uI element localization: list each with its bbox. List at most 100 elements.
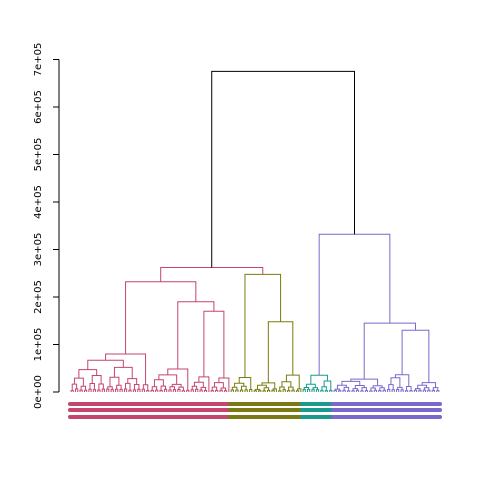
y-tick-label: 6e+05 (33, 90, 44, 124)
dendrogram-link (325, 391, 327, 392)
dendrogram-link (116, 389, 118, 392)
dendrogram-link (224, 391, 226, 392)
dendrogram-link (339, 391, 341, 392)
y-tick-label: 5e+05 (33, 138, 44, 172)
y-tick-label: 1e+05 (33, 328, 44, 362)
dendrogram-link (74, 378, 83, 386)
dendrogram-link (279, 391, 281, 392)
y-tick-label: 0e+00 (33, 375, 44, 409)
dendrogram-link (111, 390, 113, 392)
dendrogram-link (173, 390, 175, 392)
dendrogram-link (138, 389, 140, 392)
dendrogram-link (160, 390, 162, 392)
dendrogram-link (90, 384, 94, 390)
dendrogram-link (84, 390, 86, 392)
dendrogram-link (89, 389, 91, 392)
y-axis: 0e+00 1e+05 2e+05 3e+05 4e+05 5e+05 6e+05 7e+05 (33, 43, 59, 409)
dendrogram-link (178, 389, 180, 392)
dendrogram-link (268, 390, 270, 392)
dendrogram-link (169, 390, 171, 392)
dendrogram-link (414, 390, 416, 392)
dendrogram-link (311, 375, 328, 384)
dendrogram-link (212, 71, 355, 267)
dendrogram-link (312, 389, 314, 392)
dendrogram-link (254, 391, 256, 392)
dendrogram-link (391, 378, 400, 388)
dendrogram-link (423, 390, 425, 392)
dendrogram-link (272, 390, 274, 392)
dendrogram-link (282, 382, 291, 387)
dendrogram-link (352, 391, 354, 392)
dendrogram-link (88, 360, 124, 369)
dendrogram-link (231, 390, 233, 392)
dendrogram-link (364, 323, 415, 379)
dendrogram-link (437, 391, 439, 392)
dendrogram-link (178, 302, 214, 369)
dendrogram-link (432, 390, 434, 392)
dendrogram-link (351, 379, 378, 386)
dendrogram-link (288, 391, 290, 392)
dendrogram-link (126, 282, 196, 354)
dendrogram-link (200, 390, 202, 392)
dendrogram-link (211, 391, 213, 392)
dendrogram-link (268, 322, 292, 383)
y-tick-label: 4e+05 (33, 185, 44, 219)
dendrogram-link (330, 390, 332, 392)
dendrogram-link (321, 390, 323, 392)
dendrogram-link (383, 390, 385, 392)
dendrogram-link (98, 390, 100, 392)
dendrogram-link (182, 391, 184, 392)
dendrogram-link (80, 390, 82, 392)
dendrogram-link (187, 390, 189, 392)
dendrogram-link (250, 390, 252, 392)
dendrogram-link (245, 390, 247, 392)
dendrogram-link (204, 311, 224, 378)
dendrogram-link (263, 391, 265, 392)
dendrogram-link (142, 389, 144, 392)
dendrogram-link (92, 375, 101, 383)
dendrogram-link (79, 370, 97, 378)
dendrogram-link (259, 391, 261, 392)
dendrogram-link (147, 391, 149, 392)
dendrogram-link (308, 389, 310, 392)
dendrogram-tree (71, 71, 439, 392)
dendrogram-link (343, 390, 345, 392)
dendrogram-link (220, 390, 222, 392)
dendrogram-link (303, 389, 305, 392)
dendrogram-link (428, 390, 430, 392)
dendrogram-link (397, 390, 399, 392)
y-tick-label: 3e+05 (33, 233, 44, 267)
dendrogram-link (365, 391, 367, 392)
dendrogram-link (124, 389, 126, 392)
dendrogram-link (356, 390, 358, 392)
dendrogram-link (93, 390, 95, 392)
dendrogram-link (191, 390, 193, 392)
dendrogram-link (374, 390, 376, 392)
dendrogram-link (129, 390, 131, 392)
dendrogram-link (319, 234, 390, 375)
dendrogram-link (405, 391, 407, 392)
dendrogram-link (410, 391, 412, 392)
dendrogram-link (204, 391, 206, 392)
y-tick-label: 7e+05 (33, 43, 44, 77)
dendrogram-link (156, 390, 158, 392)
dendrogram-link (106, 354, 146, 385)
leaf-labels (70, 404, 440, 417)
dendrogram-link (316, 390, 318, 392)
dendrogram-link (407, 386, 411, 390)
dendrogram-link (388, 389, 390, 392)
dendrogram-link (395, 375, 408, 387)
dendrogram-link (236, 390, 238, 392)
dendrogram-link (392, 390, 394, 392)
dendrogram-link (361, 391, 363, 392)
dendrogram-link (107, 389, 109, 392)
dendrogram-link (151, 390, 153, 392)
dendrogram-link (245, 274, 281, 377)
dendrogram-link (347, 391, 349, 392)
dendrogram-link (379, 390, 381, 392)
dendrogram-link (102, 389, 104, 392)
dendrogram-link (296, 391, 298, 392)
dendrogram-link (389, 385, 393, 390)
dendrogram-link (283, 390, 285, 392)
